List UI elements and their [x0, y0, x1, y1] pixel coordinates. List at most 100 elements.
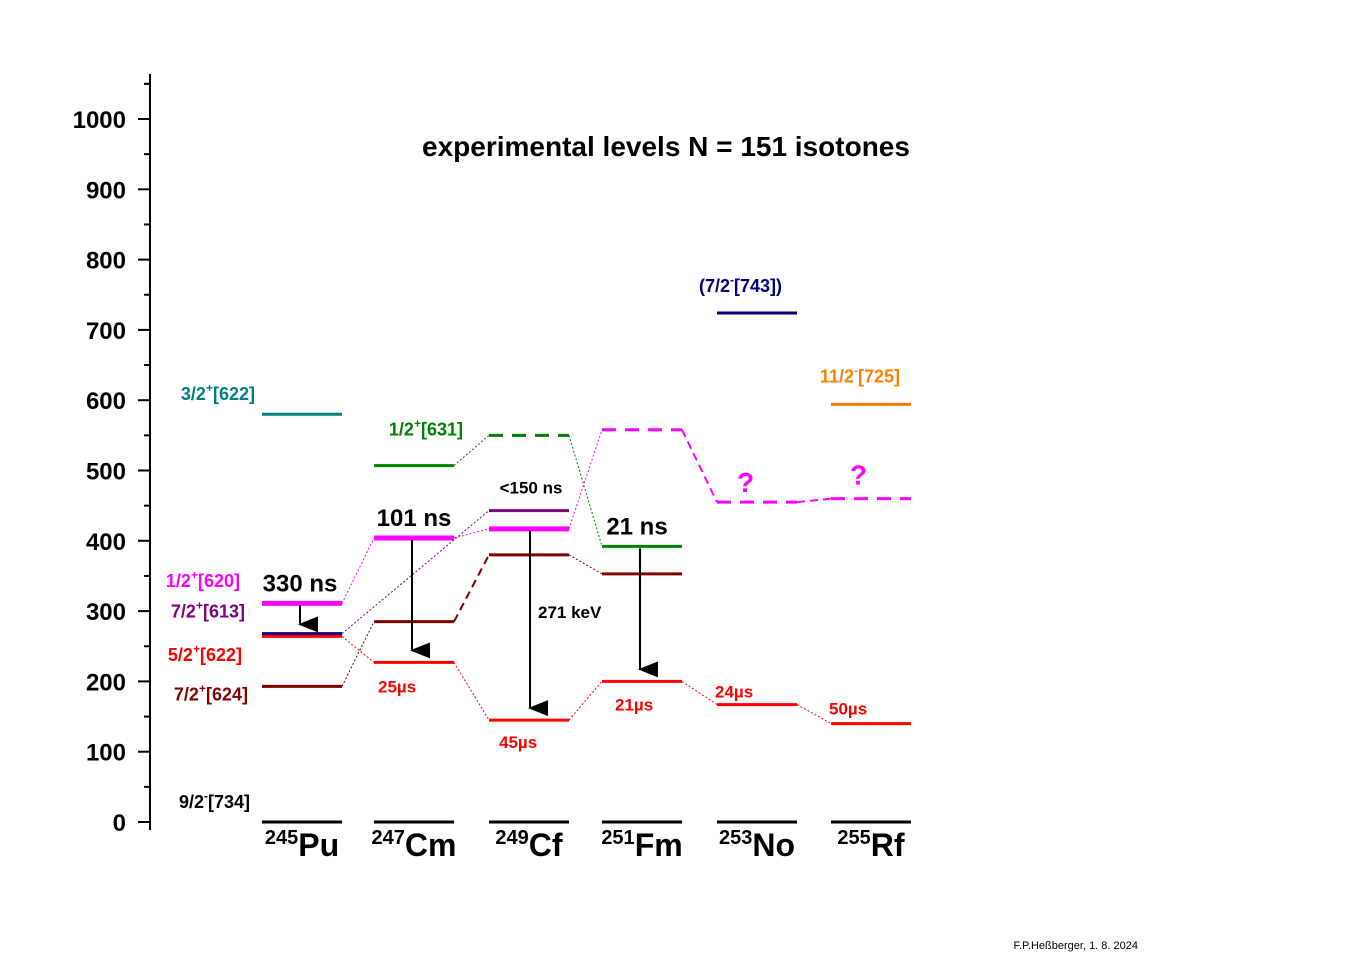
credit-text: F.P.Heßberger, 1. 8. 2024	[1013, 940, 1138, 952]
y-tick-label: 100	[86, 740, 126, 767]
y-tick-label: 800	[86, 248, 126, 275]
state-label-parity: +	[193, 642, 200, 656]
state-label-parity: -	[854, 364, 858, 378]
level-connection	[568, 429, 603, 530]
level-connection	[453, 554, 490, 623]
y-axis: 0 100 200 300 400 500 600 700 800 900 1000	[73, 73, 151, 837]
state-label-spin: 5/2	[168, 645, 193, 665]
state-label-parity: -	[730, 273, 734, 287]
state-label-orbital: [622]	[213, 384, 255, 404]
level-connection	[568, 435, 603, 547]
level-connection	[453, 528, 490, 539]
annotation-label: <150 ns	[500, 479, 563, 498]
state-label-parity: -	[204, 789, 208, 803]
state-label-spin: 7/2	[705, 276, 730, 296]
level-connection	[568, 554, 603, 575]
state-label-orbital: [620]	[198, 571, 240, 591]
nucleus-mass: 253	[719, 827, 752, 849]
state-label-parity: +	[414, 416, 421, 430]
state-label: 7/2+[624]	[174, 681, 248, 704]
nucleus-mass: 247	[372, 827, 405, 849]
state-label: 1/2+[631]	[389, 416, 463, 439]
state-label-orbital: [613]	[203, 601, 245, 621]
state-label-prefix: (	[699, 276, 705, 296]
y-tick-label: 400	[86, 529, 126, 556]
nucleus-label: 249Cf	[495, 827, 562, 863]
state-label-spin: 1/2	[389, 419, 414, 439]
nucleus-label: 247Cm	[372, 827, 457, 863]
state-label-spin: 1/2	[166, 571, 191, 591]
nucleus-symbol: Cm	[405, 827, 457, 863]
state-label-parity: +	[196, 598, 203, 612]
state-label-orbital: [734]	[208, 792, 250, 812]
state-label-parity: +	[206, 381, 213, 395]
y-tick-label: 1000	[73, 107, 126, 134]
state-label-orbital: [743])	[734, 276, 782, 296]
state-label: 7/2+[613]	[171, 598, 245, 621]
state-label-spin: 7/2	[171, 601, 196, 621]
state-label-orbital: [631]	[421, 419, 463, 439]
annotation-label: 101 ns	[377, 505, 452, 532]
y-tick-label: 700	[86, 318, 126, 345]
nucleus-symbol: Cf	[529, 827, 563, 863]
nucleus-symbol: Fm	[635, 827, 683, 863]
nucleus-label: 251Fm	[601, 827, 682, 863]
annotation-label: 24µs	[715, 683, 753, 702]
level-connection	[568, 681, 603, 721]
state-label-orbital: [725]	[858, 367, 900, 387]
y-tick-label: 600	[86, 388, 126, 415]
level-connection	[681, 429, 718, 503]
state-label: 11/2-[725]	[820, 364, 900, 387]
state-label-orbital: [624]	[206, 684, 248, 704]
y-tick-label: 900	[86, 177, 126, 204]
annotation-label: 271 keV	[538, 603, 602, 622]
state-label: 3/2+[622]	[181, 381, 255, 404]
diagram-title: experimental levels N = 151 isotones	[422, 131, 910, 162]
level-connection	[681, 680, 718, 706]
energy-levels	[262, 311, 911, 824]
state-label: (7/2-[743])	[699, 273, 782, 296]
annotation-label: ?	[737, 467, 754, 498]
state-label-parity: +	[199, 681, 206, 695]
annotation-label: 25µs	[378, 677, 416, 696]
level-connection	[453, 434, 490, 466]
gamma-transitions	[298, 530, 658, 717]
state-label-spin: 11/2	[820, 367, 854, 387]
nucleus-mass: 255	[837, 827, 870, 849]
level-connection	[796, 497, 832, 504]
annotation-label: 50µs	[829, 700, 867, 719]
nucleus-mass: 245	[265, 827, 298, 849]
y-tick-label: 300	[86, 599, 126, 626]
level-connection	[341, 636, 375, 663]
state-label: 5/2+[622]	[168, 642, 242, 665]
state-label-spin: 7/2	[174, 684, 199, 704]
level-connection	[341, 621, 375, 687]
nucleus-mass: 251	[601, 827, 634, 849]
labels: 3/2+[622]1/2+[620]7/2+[613]5/2+[622]7/2+…	[166, 273, 905, 863]
y-tick-label: 200	[86, 669, 126, 696]
annotation-label: 21 ns	[606, 513, 667, 540]
nucleus-mass: 249	[495, 827, 528, 849]
state-label: 1/2+[620]	[166, 568, 240, 591]
level-connection	[341, 537, 375, 604]
annotation-label: 21µs	[615, 695, 653, 714]
state-label: 9/2-[734]	[179, 789, 250, 812]
nucleus-symbol: Pu	[298, 827, 339, 863]
nucleus-label: 255Rf	[837, 827, 904, 863]
nucleus-symbol: Rf	[871, 827, 905, 863]
y-tick-label: 0	[113, 810, 126, 837]
level-connections	[341, 429, 832, 725]
level-connection	[796, 704, 832, 725]
state-label-spin: 9/2	[179, 792, 204, 812]
annotation-label: 45µs	[499, 733, 537, 752]
state-label-parity: +	[191, 568, 198, 582]
state-label-spin: 3/2	[181, 384, 206, 404]
level-connection	[453, 662, 490, 721]
nucleus-symbol: No	[752, 827, 795, 863]
nucleus-label: 245Pu	[265, 827, 339, 863]
annotation-label: 330 ns	[263, 570, 338, 597]
y-tick-label: 500	[86, 459, 126, 486]
annotation-label: ?	[850, 460, 867, 491]
nucleus-label: 253No	[719, 827, 795, 863]
